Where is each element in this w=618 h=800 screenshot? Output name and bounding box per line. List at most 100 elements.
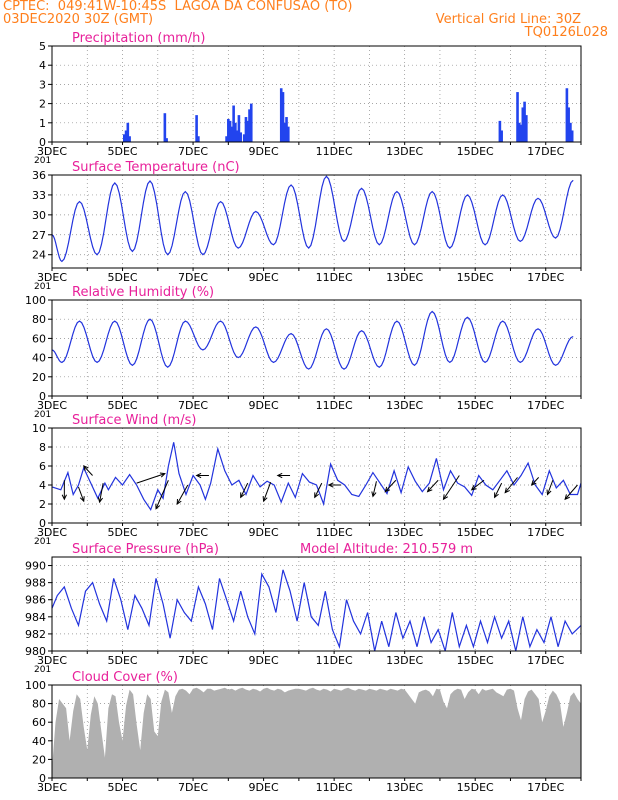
x-tick-label: 9DEC — [249, 526, 279, 539]
wind-arrowhead — [426, 486, 433, 493]
precip-bar — [246, 120, 250, 142]
wind-arrow — [494, 482, 503, 498]
wind-arrow — [240, 482, 249, 498]
precip-bar — [285, 117, 288, 142]
wind-arrowhead — [195, 472, 202, 479]
wind-arrowhead — [61, 494, 67, 501]
panel-title: Precipitation (mm/h) — [72, 31, 205, 46]
x-tick-label: 9DEC — [249, 399, 279, 412]
panel-title: Relative Humidity (%) — [72, 285, 214, 300]
y-tick-label: 27 — [32, 229, 46, 242]
precip-bar — [498, 120, 502, 142]
x-tick-label: 17DEC — [527, 654, 564, 667]
x-tick-label: 3DEC — [37, 145, 67, 158]
x-tick-label: 7DEC — [178, 781, 208, 794]
wind-arrow — [83, 465, 93, 476]
x-tick-label: 17DEC — [527, 399, 564, 412]
x-tick-label: 11DEC — [316, 271, 353, 284]
panel-title: Surface Temperature (nC) — [72, 160, 240, 175]
x-tick-label: 5DEC — [107, 781, 137, 794]
panel-title: Surface Wind (m/s) — [72, 413, 196, 428]
x-tick-label: 9DEC — [249, 145, 279, 158]
wind-arrowhead — [564, 494, 570, 501]
y-tick-label: 80 — [32, 313, 46, 326]
wind-arrowhead — [530, 480, 537, 486]
panel-frame — [51, 174, 582, 269]
x-tick-label: 13DEC — [386, 145, 423, 158]
x-tick-label: 15DEC — [457, 526, 494, 539]
precip-bar — [232, 105, 235, 142]
wind-arrow — [443, 475, 460, 500]
panel-6 — [48, 684, 582, 781]
wind-arrow — [263, 481, 272, 502]
wind-arrow — [77, 486, 85, 502]
y-tick-label: 2 — [39, 98, 46, 111]
panel-3 — [48, 299, 582, 399]
precip-bar — [230, 126, 234, 142]
wind-arrowhead — [82, 465, 89, 471]
series-line — [51, 310, 574, 370]
panel-title: Cloud Cover (%) — [72, 670, 178, 685]
wind-arrow — [155, 480, 169, 509]
x-tick-label: 9DEC — [249, 271, 279, 284]
precip-bar — [517, 122, 521, 142]
run-date: 03DEC2020 30Z (GMT) — [3, 12, 154, 27]
x-tick-label: 5DEC — [107, 271, 137, 284]
wind-arrowhead — [97, 497, 103, 504]
wind-arrowhead — [327, 482, 334, 488]
y-tick-label: 80 — [32, 698, 46, 711]
wind-arrowhead — [494, 492, 499, 499]
x-tick-label: 7DEC — [178, 399, 208, 412]
precip-bar — [521, 107, 525, 142]
x-tick-label: 11DEC — [316, 781, 353, 794]
wind-arrow — [471, 479, 485, 491]
panel-frame — [51, 427, 582, 524]
y-tick-label: 10 — [32, 422, 46, 435]
precip-bar — [242, 134, 246, 142]
panel-5 — [48, 556, 582, 654]
x-tick-label: 17DEC — [527, 781, 564, 794]
x-tick-label: 11DEC — [316, 526, 353, 539]
wind-arrow — [384, 479, 397, 492]
precip-bar — [163, 113, 167, 142]
precip-bar — [234, 122, 237, 142]
wind-arrowhead — [371, 491, 377, 498]
precip-bar — [525, 115, 528, 142]
panel-title: Surface Pressure (hPa) — [72, 542, 219, 557]
wind-arrow — [99, 483, 104, 503]
precip-bar — [569, 122, 572, 142]
panel-4 — [48, 427, 582, 526]
series-line — [51, 175, 574, 263]
wind-arrow — [176, 484, 189, 505]
x-tick-label: 13DEC — [386, 654, 423, 667]
precip-bar — [565, 88, 569, 142]
precip-bar — [248, 109, 251, 142]
y-tick-label: 40 — [32, 352, 46, 365]
precip-bar — [124, 130, 128, 142]
precip-bar — [279, 88, 283, 142]
series-line — [51, 442, 582, 512]
x-tick-label: 3DEC — [37, 271, 67, 284]
wind-arrowhead — [240, 492, 245, 499]
y-tick-label: 982 — [25, 628, 46, 641]
precip-bar — [286, 126, 290, 142]
x-tick-label: 3DEC — [37, 526, 67, 539]
model-code: TQ0126L028 — [524, 25, 608, 40]
x-tick-label: 9DEC — [249, 654, 279, 667]
precip-bar — [237, 115, 241, 142]
panel-1 — [48, 45, 582, 145]
y-tick-label: 984 — [25, 611, 46, 624]
precip-bar — [195, 115, 198, 142]
wind-arrow — [427, 479, 439, 492]
x-tick-label: 17DEC — [527, 145, 564, 158]
wind-arrow — [531, 477, 540, 486]
y-tick-label: 8 — [39, 441, 46, 454]
x-tick-label: 5DEC — [107, 526, 137, 539]
x-tick-label: 5DEC — [107, 654, 137, 667]
x-tick-label: 9DEC — [249, 781, 279, 794]
y-tick-label: 0 — [39, 772, 46, 785]
grid-line-note: Vertical Grid Line: 30Z — [435, 12, 581, 27]
precip-bar — [122, 134, 126, 142]
y-tick-label: 36 — [32, 169, 46, 182]
